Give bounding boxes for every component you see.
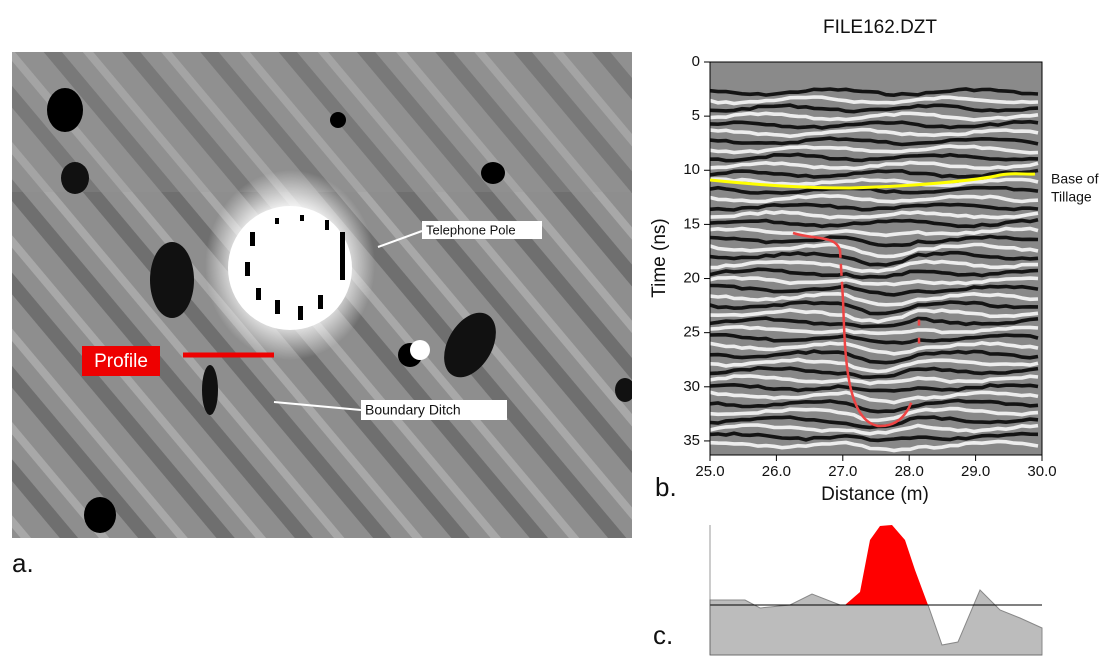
radar-stripe (710, 168, 1039, 179)
radar-stripe (710, 398, 1039, 414)
y-tick-label: 25 (683, 324, 700, 341)
panel-label: a. (12, 548, 34, 578)
plot-frame (709, 61, 1043, 456)
radar-stripe (710, 242, 1039, 259)
y-axis-label: Time (ns) (649, 218, 670, 298)
radar-stripe (710, 382, 1039, 393)
radar-stripe (710, 415, 1039, 430)
y-tick-label: 15 (683, 215, 700, 232)
radar-stripe (710, 185, 1039, 195)
ditch-label: Boundary Ditch (365, 402, 461, 418)
radar-stripe (710, 333, 1039, 345)
radargram (710, 62, 1042, 455)
pole-arrow (377, 230, 423, 248)
y-tick-label: 35 (683, 432, 700, 449)
radar-stripe (710, 87, 1039, 98)
radar-stripe (710, 119, 1039, 130)
annotation: Tillage (1051, 189, 1092, 205)
profile-label-bg (82, 346, 160, 376)
annotation: Base of (1051, 171, 1099, 187)
panel-label: b. (655, 472, 677, 502)
x-tick-label: 28.0 (895, 463, 924, 480)
radar-stripe (710, 349, 1039, 365)
radar-stripe (710, 111, 1039, 122)
radar-stripe (710, 144, 1039, 155)
y-tick-label: 0 (692, 53, 700, 70)
radar-stripe (710, 340, 1039, 356)
profile-label: Profile (94, 351, 148, 372)
y-tick-label: 5 (692, 107, 700, 124)
ditch-label-bg (361, 400, 507, 420)
air-band (710, 62, 1042, 90)
x-tick-label: 26.0 (762, 463, 791, 480)
radar-stripe (710, 234, 1039, 248)
radar-stripe (710, 316, 1039, 329)
radar-stripe (710, 439, 1039, 453)
radar-stripe (710, 160, 1039, 171)
radar-stripe (710, 283, 1039, 297)
magnetic-map (12, 52, 632, 538)
tillage-line (710, 172, 1036, 190)
radar-stripe (710, 291, 1039, 307)
radar-stripe (710, 357, 1039, 374)
radar-stripe (710, 177, 1039, 188)
radar-stripe (710, 300, 1039, 316)
y-tick-label: 20 (683, 269, 700, 286)
ditch-outline (792, 229, 1006, 428)
pole-label-bg (422, 221, 542, 239)
x-tick-label: 25.0 (695, 463, 724, 480)
radar-stripe (710, 127, 1039, 139)
radar-stripe (710, 267, 1039, 280)
radar-stripe (710, 423, 1039, 436)
x-tick-label: 27.0 (828, 463, 857, 480)
x-tick-label: 30.0 (1027, 463, 1056, 480)
radar-stripe (710, 431, 1039, 443)
x-tick-label: 29.0 (961, 463, 990, 480)
radar-stripe (710, 390, 1039, 405)
ditch-arrow (273, 401, 362, 411)
x-axis-label: Distance (m) (821, 484, 929, 505)
radar-stripe (710, 406, 1039, 423)
radar-stripe (710, 209, 1039, 220)
radar-stripe (710, 226, 1039, 238)
y-tick-label: 10 (683, 161, 700, 178)
title: FILE162.DZT (823, 17, 937, 38)
radar-stripe (710, 136, 1039, 147)
panel-label: c. (653, 620, 673, 650)
radar-stripe (710, 103, 1039, 114)
radar-stripe (710, 193, 1039, 204)
radar-stripe (710, 374, 1039, 386)
radar-stripe (710, 250, 1039, 267)
radar-stripe (710, 152, 1039, 163)
profile-plot (709, 525, 1043, 656)
y-tick-label: 30 (683, 378, 700, 395)
radar-stripe (710, 324, 1039, 336)
radar-stripe (710, 259, 1038, 274)
pole-label: Telephone Pole (426, 222, 516, 237)
radar-stripe (710, 365, 1039, 380)
radar-stripe (710, 202, 1039, 212)
radar-stripe (710, 308, 1039, 324)
radar-stripe (710, 275, 1039, 287)
radar-stripe (710, 218, 1039, 229)
radar-stripe (710, 95, 1039, 106)
